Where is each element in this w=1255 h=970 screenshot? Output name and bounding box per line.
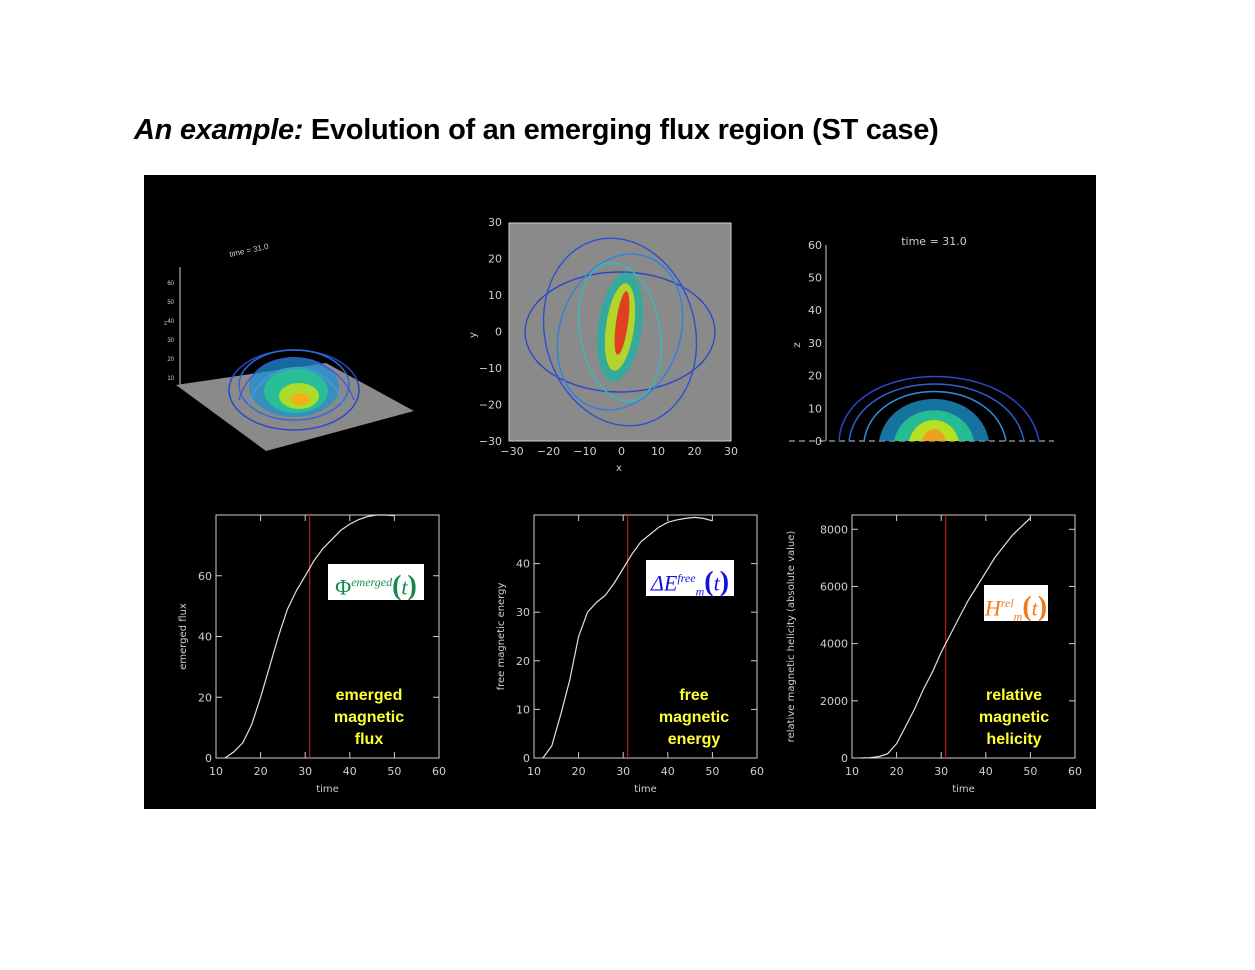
- series-line: [860, 517, 1031, 759]
- x-tick-label: 60: [750, 765, 764, 778]
- flux-chart: 10 20 30 40 50 60 0 20 40 60 time emerged flux: [178, 514, 446, 795]
- y-tick-label: 2000: [820, 695, 848, 708]
- x-tick-label: 20: [572, 765, 586, 778]
- z-axis-label: z: [164, 321, 167, 327]
- plot-frame: [851, 514, 1076, 759]
- x-tick-label: −10: [573, 445, 596, 458]
- x-tick-label: 60: [432, 765, 446, 778]
- z-tick-label: 40: [167, 319, 174, 325]
- z-tick-label: 50: [808, 272, 822, 285]
- x-tick-label: 40: [979, 765, 993, 778]
- x-axis: −30 −20 −10 0 10 20 30: [500, 445, 738, 458]
- helicity-formula: Hrelm(t): [984, 585, 1048, 624]
- x-tick-label: 10: [209, 765, 223, 778]
- y-tick-label: 0: [523, 752, 530, 765]
- y-tick-label: 10: [516, 703, 530, 716]
- time-label: time = 31.0: [901, 235, 967, 248]
- figure-panel: 10 20 30 40 50 60 z time = 31.0 −30 −20 −10 0 10 20…: [144, 175, 1096, 809]
- x-tick-label: 30: [934, 765, 948, 778]
- x-axis-label: time: [316, 784, 339, 795]
- y-axis: −30 −20 −10 0 10 20 30: [479, 216, 502, 448]
- z-axis-label: z: [792, 342, 803, 347]
- series-line: [542, 516, 713, 759]
- y-tick-label: 0: [841, 752, 848, 765]
- y-tick-label: 10: [488, 289, 502, 302]
- y-axis-label: free magnetic energy: [496, 583, 507, 691]
- field-lines: [838, 375, 1040, 442]
- y-tick-label: 20: [516, 655, 530, 668]
- x-tick-label: 10: [845, 765, 859, 778]
- y-tick-label: −30: [479, 435, 502, 448]
- side-view: 0 10 20 30 40 50 60 z time = 31.0: [789, 235, 1054, 448]
- energy-formula: ΔEfreem(t): [646, 560, 734, 599]
- y-tick-label: −10: [479, 362, 502, 375]
- z-tick-label: 0: [815, 435, 822, 448]
- field-lines: [228, 349, 360, 431]
- y-axis-label: relative magnetic helicity (absolute val…: [786, 531, 797, 743]
- x-tick-label: 40: [343, 765, 357, 778]
- slide-title: An example: Evolution of an emerging flu…: [134, 114, 939, 147]
- y-axis-label: y: [468, 332, 479, 338]
- z-tick-label: 50: [167, 300, 174, 306]
- helicity-chart: 10 20 30 40 50 60 0 2000 4000 6000 8000 time relativ…: [786, 514, 1082, 795]
- helicity-caption: relative magnetic helicity: [978, 687, 1050, 748]
- y-tick-label: −20: [479, 399, 502, 412]
- z-tick-label: 60: [808, 239, 822, 252]
- x-tick-label: 50: [1023, 765, 1037, 778]
- x-tick-label: 10: [651, 445, 665, 458]
- y-axis-label: emerged flux: [178, 603, 189, 670]
- x-tick-label: 0: [618, 445, 625, 458]
- y-tick-label: 60: [198, 570, 212, 583]
- title-text: Evolution of an emerging flux region (ST…: [310, 114, 939, 146]
- y-tick-label: 6000: [820, 580, 848, 593]
- x-tick-label: 20: [254, 765, 268, 778]
- z-tick-label: 40: [808, 304, 822, 317]
- plot-frame: [533, 514, 758, 759]
- x-tick-label: 30: [724, 445, 738, 458]
- y-tick-label: 20: [198, 691, 212, 704]
- y-tick-label: 0: [205, 752, 212, 765]
- x-tick-label: −20: [537, 445, 560, 458]
- x-tick-label: 10: [527, 765, 541, 778]
- title-italic: An example:: [134, 114, 304, 146]
- x-tick-label: 50: [387, 765, 401, 778]
- z-tick-label: 30: [167, 338, 174, 344]
- z-tick-label: 30: [808, 337, 822, 350]
- y-tick-label: 4000: [820, 638, 848, 651]
- flux-caption: emerged magnetic flux: [333, 687, 405, 748]
- z-axis: 10 20 30 40 50 60 z: [164, 267, 181, 385]
- z-tick-label: 20: [808, 370, 822, 383]
- y-tick-label: 0: [495, 326, 502, 339]
- x-axis-label: time: [634, 784, 657, 795]
- energy-caption: free magnetic energy: [658, 687, 730, 748]
- z-tick-label: 10: [167, 376, 174, 382]
- x-tick-label: 30: [298, 765, 312, 778]
- x-tick-label: 20: [688, 445, 702, 458]
- perspective-view: 10 20 30 40 50 60 z time = 31.0: [164, 242, 414, 451]
- top-view: −30 −20 −10 0 10 20 30 −30 −20 −10 0 10 20 30 x y: [468, 216, 738, 474]
- x-axis-label: time: [952, 784, 975, 795]
- flux-formula: Φemerged(t): [328, 564, 424, 601]
- x-tick-label: 40: [661, 765, 675, 778]
- x-tick-label: 60: [1068, 765, 1082, 778]
- x-tick-label: −30: [500, 445, 523, 458]
- y-tick-label: 30: [488, 216, 502, 229]
- z-axis: 0 10 20 30 40 50 60: [808, 239, 822, 448]
- z-tick-label: 20: [167, 357, 174, 363]
- x-tick-label: 50: [705, 765, 719, 778]
- series-line: [224, 514, 395, 759]
- y-tick-label: 20: [488, 253, 502, 266]
- y-tick-label: 8000: [820, 523, 848, 536]
- time-label: time = 31.0: [229, 242, 270, 259]
- x-tick-label: 30: [616, 765, 630, 778]
- x-axis-label: x: [616, 463, 622, 474]
- z-tick-label: 10: [808, 402, 822, 415]
- field-lines: [524, 237, 716, 427]
- y-tick-label: 40: [198, 631, 212, 644]
- y-tick-label: 30: [516, 606, 530, 619]
- z-tick-label: 60: [167, 281, 174, 287]
- x-tick-label: 20: [890, 765, 904, 778]
- y-tick-label: 40: [516, 558, 530, 571]
